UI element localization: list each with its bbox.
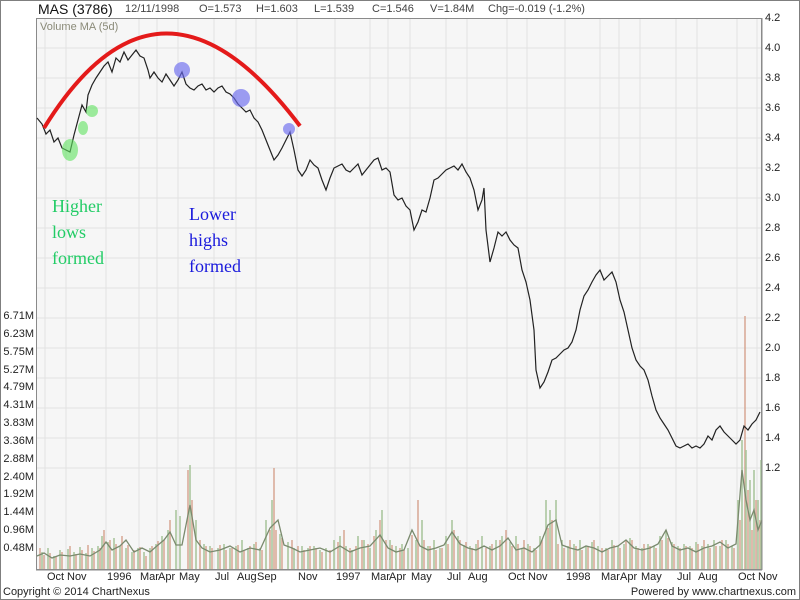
date-tick: Aug <box>468 571 488 583</box>
higher-lows-annotation: Higher lows formed <box>52 193 104 271</box>
vertical-gridlines <box>44 19 758 569</box>
price-line <box>36 48 761 449</box>
date-tick: Apr <box>158 571 176 583</box>
powered-by-link[interactable]: Powered by www.chartnexus.com <box>630 586 796 598</box>
volume-tick: 5.27M <box>3 364 34 376</box>
lower-highs-annotation: Lower highs formed <box>189 201 241 279</box>
price-tick: 3.0 <box>765 192 781 204</box>
annotation-line: Higher <box>52 196 102 216</box>
price-tick: 2.8 <box>765 222 781 234</box>
volume-tick: 4.31M <box>3 399 34 411</box>
volume-tick: 0.96M <box>3 524 34 536</box>
date-tick: Jul <box>447 571 462 583</box>
date-tick: Nov <box>298 571 318 583</box>
date-tick: May <box>411 571 432 583</box>
date-tick: Apr <box>389 571 407 583</box>
price-tick: 3.6 <box>765 102 781 114</box>
quote-low: L=1.539 <box>314 3 355 15</box>
date-tick: Jul <box>677 571 692 583</box>
annotation-line: formed <box>189 256 241 276</box>
volume-ma-line <box>36 469 763 559</box>
date-tick: Sep <box>257 571 277 583</box>
price-tick: 2.4 <box>765 282 781 294</box>
annotation-line: formed <box>52 248 104 268</box>
horizontal-gridlines <box>37 47 761 469</box>
annotation-line: highs <box>189 230 229 250</box>
date-tick: 1998 <box>566 571 591 583</box>
lower-highs-markers <box>174 62 295 135</box>
date-tick: Oct <box>47 571 65 583</box>
copyright-text: Copyright © 2014 ChartNexus <box>3 586 150 598</box>
date-tick: Mar <box>140 571 159 583</box>
volume-tick: 2.88M <box>3 453 34 465</box>
price-tick: 3.2 <box>765 162 781 174</box>
date-tick: Mar <box>601 571 620 583</box>
date-tick: May <box>179 571 200 583</box>
price-tick: 1.8 <box>765 372 781 384</box>
volume-tick: 3.83M <box>3 417 34 429</box>
volume-bars <box>39 316 762 569</box>
price-tick: 2.2 <box>765 312 781 324</box>
quote-change: Chg=-0.019 (-1.2%) <box>488 3 585 15</box>
date-tick: 1996 <box>107 571 132 583</box>
volume-tick: 1.44M <box>3 506 34 518</box>
volume-tick: 6.23M <box>3 328 34 340</box>
date-tick: Oct <box>738 571 756 583</box>
volume-tick: 6.71M <box>3 310 34 322</box>
symbol-title: MAS (3786) <box>38 1 113 17</box>
quote-volume: V=1.84M <box>430 3 475 15</box>
annotation-arc <box>42 31 302 130</box>
price-tick: 3.8 <box>765 72 781 84</box>
quote-high: H=1.603 <box>256 3 298 15</box>
volume-tick: 1.92M <box>3 488 34 500</box>
price-tick: 2.0 <box>765 342 781 354</box>
quote-open: O=1.573 <box>199 3 242 15</box>
price-tick: 1.4 <box>765 432 781 444</box>
volume-tick: 0.48M <box>3 542 34 554</box>
date-tick: Apr <box>620 571 638 583</box>
annotation-line: lows <box>52 222 87 242</box>
quote-date: 12/11/1998 <box>125 3 180 15</box>
date-tick: Aug <box>698 571 718 583</box>
date-tick: Aug <box>237 571 257 583</box>
date-tick: Nov <box>758 571 778 583</box>
price-tick: 4.0 <box>765 42 781 54</box>
volume-ma-label: Volume MA (5d) <box>40 21 119 33</box>
annotation-line: Lower <box>189 204 236 224</box>
price-tick: 3.4 <box>765 132 781 144</box>
date-tick: Nov <box>67 571 87 583</box>
date-tick: May <box>641 571 662 583</box>
volume-tick: 3.36M <box>3 435 34 447</box>
price-tick: 4.2 <box>765 12 781 24</box>
price-tick: 1.6 <box>765 402 781 414</box>
date-tick: Mar <box>371 571 390 583</box>
price-tick: 1.2 <box>765 462 781 474</box>
date-tick: Nov <box>528 571 548 583</box>
date-tick: Oct <box>508 571 526 583</box>
quote-close: C=1.546 <box>372 3 414 15</box>
volume-tick: 2.40M <box>3 471 34 483</box>
quote-header: MAS (3786) 12/11/1998 O=1.573 H=1.603 L=… <box>0 0 800 18</box>
higher-lows-markers <box>62 105 98 161</box>
volume-tick: 4.79M <box>3 381 34 393</box>
price-tick: 2.6 <box>765 252 781 264</box>
volume-tick: 5.75M <box>3 346 34 358</box>
date-tick: 1997 <box>336 571 361 583</box>
date-tick: Jul <box>215 571 230 583</box>
